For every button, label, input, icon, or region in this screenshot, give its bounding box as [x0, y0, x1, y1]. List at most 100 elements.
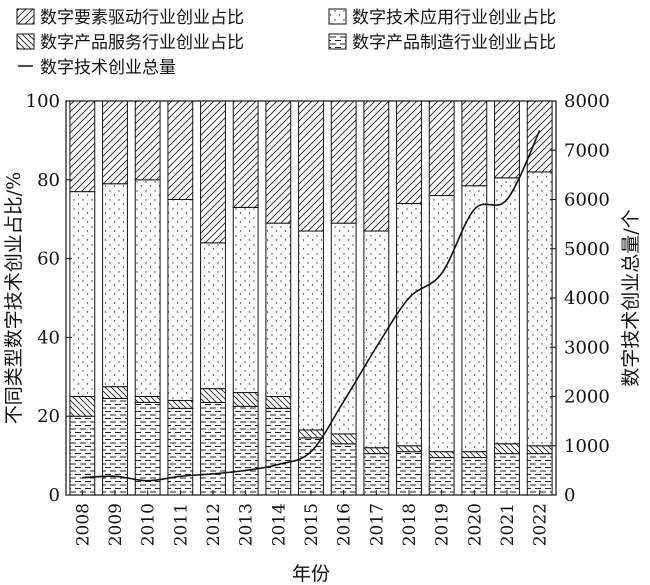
- legend-item: 数字产品制造行业创业占比: [328, 33, 556, 53]
- legend-label: 数字技术应用行业创业占比: [352, 8, 556, 28]
- bar-segment: [232, 392, 259, 407]
- bar-segment: [69, 100, 96, 193]
- bar-segment: [167, 100, 194, 200]
- axis-labels: 年份 不同类型数字技术创业占比/% 数字技术创业总量/个: [3, 172, 642, 585]
- bar-segment: [167, 199, 194, 401]
- bar-segment: [298, 100, 324, 232]
- y2-tick-label: 6000: [564, 190, 610, 211]
- bar-segment: [396, 451, 422, 496]
- bar-segment: [494, 453, 520, 496]
- x-tick-label: 2015: [302, 503, 322, 546]
- bar-segment: [265, 222, 292, 397]
- bar-segment: [298, 437, 324, 496]
- bar-segment: [298, 230, 324, 431]
- bar-segment: [69, 396, 96, 417]
- bar-segment: [363, 230, 390, 449]
- legend-item: 数字技术创业总量: [18, 58, 176, 78]
- bar-segment: [330, 100, 357, 224]
- bar-segment: [265, 407, 292, 496]
- bar-segment: [102, 100, 128, 185]
- legend-swatch: [328, 8, 347, 25]
- bar-segment: [428, 451, 455, 459]
- y2-tick-label: 2000: [564, 387, 610, 408]
- bar-segment: [265, 396, 292, 409]
- x-tick-label: 2016: [335, 503, 355, 546]
- bar-segment: [363, 100, 390, 232]
- bar-segment: [363, 453, 390, 496]
- bar-segment: [102, 397, 128, 496]
- x-tick-label: 2020: [465, 503, 485, 546]
- y2-tick-label: 0: [564, 485, 575, 506]
- y-tick-label: 0: [49, 485, 60, 506]
- x-tick-label: 2013: [237, 503, 257, 546]
- y-tick-label: 60: [37, 249, 60, 270]
- x-tick-label: 2010: [139, 503, 159, 546]
- bar-segment: [134, 100, 161, 181]
- bar-segment: [428, 195, 455, 453]
- y2-axis-label: 数字技术创业总量/个: [620, 209, 642, 386]
- bar-segment: [461, 457, 488, 496]
- bar-segment: [134, 396, 161, 403]
- x-tick-label: 2018: [400, 503, 420, 546]
- bar-segment: [200, 388, 226, 403]
- bar-segment: [494, 177, 520, 445]
- y-axis-label: 不同类型数字技术创业占比/%: [3, 172, 25, 424]
- legend-item: 数字产品服务行业创业占比: [16, 33, 244, 53]
- x-tick-label: 2019: [433, 503, 453, 546]
- bar-segment: [428, 100, 455, 197]
- legend-swatch: [16, 33, 35, 50]
- bar-segment: [526, 445, 553, 455]
- bar-segment: [330, 443, 357, 496]
- x-tick-label: 2012: [204, 503, 224, 546]
- bar-segment: [494, 443, 520, 455]
- y-tick-label: 20: [37, 406, 60, 427]
- bar-segment: [102, 183, 128, 388]
- bar-segment: [69, 415, 96, 496]
- x-tick-label: 2021: [498, 503, 518, 546]
- total-line: [82, 130, 541, 482]
- bar-segment: [363, 447, 390, 455]
- x-tick-label: 2009: [106, 503, 126, 546]
- x-tick-label: 2011: [171, 503, 191, 546]
- bar-segment: [102, 386, 128, 399]
- legend-item: 数字要素驱动行业创业占比: [16, 8, 244, 28]
- bar-segment: [396, 100, 422, 204]
- y2-tick-label: 4000: [564, 288, 610, 309]
- x-tick-label: 2017: [367, 503, 387, 546]
- bar-segment: [396, 445, 422, 453]
- y-tick-label: 80: [37, 170, 60, 191]
- legend-label: 数字技术创业总量: [40, 58, 176, 78]
- bar-segment: [428, 457, 455, 496]
- bar-segment: [69, 191, 96, 397]
- bar-segment: [330, 433, 357, 445]
- bar-segment: [200, 242, 226, 390]
- bar-segment: [526, 453, 553, 496]
- bar-segment: [461, 100, 488, 187]
- legend-label: 数字产品服务行业创业占比: [40, 33, 244, 53]
- bar-segment: [200, 100, 226, 244]
- bar-segment: [265, 100, 292, 224]
- bar-segment: [167, 407, 194, 496]
- bar-segment: [232, 100, 259, 208]
- legend-swatch: [16, 8, 35, 25]
- y2-tick-label: 7000: [564, 140, 610, 161]
- legend-item: 数字技术应用行业创业占比: [328, 8, 556, 28]
- bar-segment: [330, 222, 357, 435]
- y-tick-label: 100: [26, 91, 60, 112]
- bar-segment: [461, 451, 488, 459]
- bar-segment: [298, 429, 324, 439]
- x-tick-label: 2014: [269, 503, 289, 546]
- x-tick-label: 2008: [73, 503, 93, 546]
- y2-tick-label: 8000: [564, 91, 610, 112]
- bar-segment: [134, 179, 161, 397]
- axes: 0204060801000100020003000400050006000700…: [26, 91, 610, 546]
- y2-tick-label: 1000: [564, 436, 610, 457]
- bar-segment: [232, 405, 259, 496]
- y2-tick-label: 5000: [564, 239, 610, 260]
- x-axis-label: 年份: [292, 563, 330, 585]
- total-line-path: [82, 130, 541, 482]
- bar-segment: [232, 206, 259, 394]
